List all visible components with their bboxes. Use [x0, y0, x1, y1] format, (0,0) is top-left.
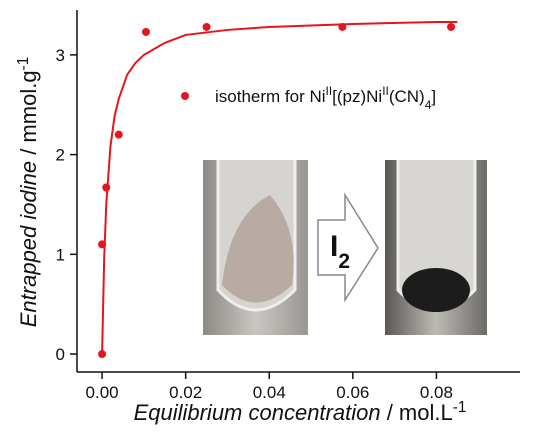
- text-part: ]: [431, 87, 436, 106]
- text-part: II: [326, 84, 333, 98]
- text-part: -1: [453, 399, 467, 416]
- legend-marker: [181, 92, 189, 100]
- text-part: / mmol.g: [16, 70, 41, 160]
- x-tick-label: 0.04: [253, 383, 286, 402]
- text-part: / mol.L: [381, 400, 453, 425]
- fit-line: [101, 20, 458, 355]
- point: [114, 130, 123, 139]
- text-part: I: [330, 230, 338, 263]
- x-tick-label: 0.06: [336, 383, 369, 402]
- point: [102, 183, 111, 192]
- text-part: [(pz)Ni: [332, 87, 382, 106]
- y-tick-label: 2: [56, 146, 65, 165]
- point: [202, 22, 211, 31]
- inset-label: I2: [330, 230, 350, 273]
- text-part: 4: [425, 98, 432, 112]
- legend-label: isotherm for NiII[(pz)NiII(CN)4]: [215, 84, 436, 112]
- y-tick-label: 0: [56, 345, 65, 364]
- text-part: Equilibrium concentration: [134, 400, 381, 425]
- point: [141, 27, 150, 36]
- inset: I2: [203, 160, 487, 335]
- text-part: isotherm for Ni: [215, 87, 326, 106]
- text-part: II: [382, 84, 389, 98]
- x-tick-label: 0.00: [86, 383, 119, 402]
- y-tick-label: 3: [56, 46, 65, 65]
- x-tick-label: 0.08: [420, 383, 453, 402]
- text-part: 2: [338, 250, 350, 273]
- text-part: (CN): [389, 87, 425, 106]
- y-tick-label: 1: [56, 245, 65, 264]
- text-part: Entrapped iodine: [16, 161, 41, 327]
- text-part: -1: [15, 57, 32, 71]
- powder: [402, 268, 470, 312]
- arrow: [317, 192, 379, 303]
- powder: [222, 195, 294, 303]
- point: [447, 22, 456, 31]
- y-axis-label: Entrapped iodine / mmol.g-1: [15, 57, 42, 328]
- x-tick-label: 0.02: [169, 383, 202, 402]
- x-axis-label: Equilibrium concentration / mol.L-1: [134, 399, 467, 426]
